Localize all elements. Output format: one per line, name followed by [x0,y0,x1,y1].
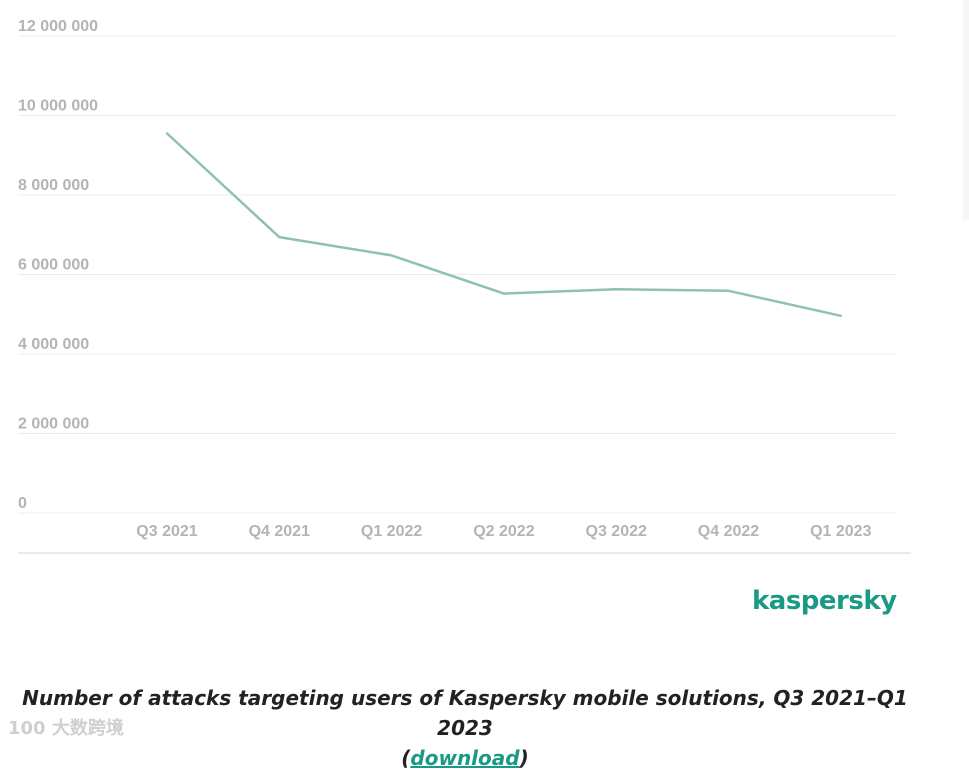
data-point [165,132,169,135]
data-point [615,288,618,291]
x-tick-label: Q2 2022 [473,523,534,540]
line-chart: 0 2 000 000 4 000 000 6 000 000 8 000 000 10 … [18,18,911,554]
data-point [278,235,281,239]
y-tick-label: 6 000 000 [18,257,89,274]
series-line [166,132,842,318]
x-tick-label: Q4 2021 [249,523,310,540]
x-tick-label: Q1 2022 [361,523,422,540]
x-tick-label: Q1 2023 [810,523,871,540]
page-scrollbar-track[interactable] [963,0,969,220]
gridlines [18,35,897,514]
series-attacks [165,132,842,318]
caption-open-paren: ( [401,746,411,770]
data-point [502,292,506,295]
download-link[interactable]: download [410,746,520,770]
y-tick-label: 12 000 000 [18,18,98,35]
x-tick-label: Q3 2021 [136,523,197,540]
data-point [839,314,842,318]
y-tick-label: 2 000 000 [18,416,89,433]
y-tick-label: 10 000 000 [18,98,98,115]
data-point [727,289,730,292]
x-tick-label: Q3 2022 [586,523,647,540]
chart-caption: Number of attacks targeting users of Kas… [0,683,930,773]
x-axis-ticks: Q3 2021 Q4 2021 Q1 2022 Q2 2022 Q3 2022 Q4 20… [136,523,871,540]
kaspersky-logo: kaspersky [752,586,897,616]
y-axis-ticks: 0 2 000 000 4 000 000 6 000 000 8 000 000 10 … [18,18,98,512]
caption-text: Number of attacks targeting users of Kas… [22,686,908,740]
y-tick-label: 0 [18,495,27,512]
data-point [390,254,393,257]
y-tick-label: 4 000 000 [18,336,89,353]
x-tick-label: Q4 2022 [698,523,759,540]
watermark: 100 大数跨境 [8,718,124,739]
y-tick-label: 8 000 000 [18,177,89,194]
caption-close-paren: ) [519,746,529,770]
